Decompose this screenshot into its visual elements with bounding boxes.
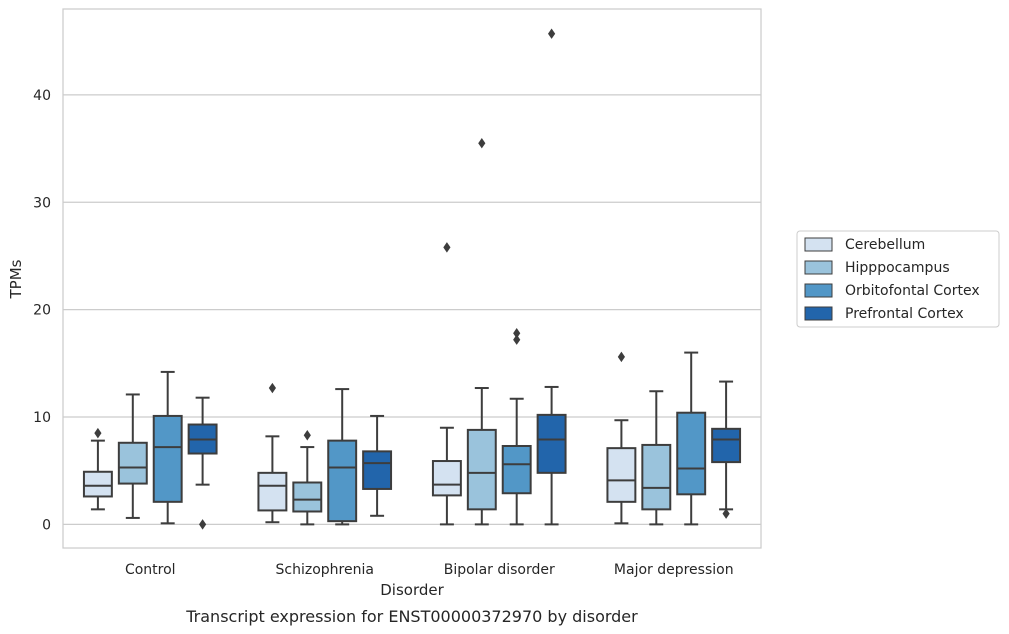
y-tick-label: 40 [33,88,51,104]
legend-frame [796,230,1000,328]
legend-swatch [804,306,833,321]
outlier-point [722,508,730,519]
y-axis-label: TPMs [7,259,25,299]
legend: Cerebellum Hipppocampus Orbitofontal Corte… [796,230,1000,328]
box-body [327,439,358,523]
box-orbitofontal-cortex-0 [152,370,183,525]
x-tick-labels: Control Schizophrenia Bipolar disorder Majo… [125,562,734,578]
y-tick-labels: 0 10 20 30 40 [33,88,51,533]
box-cerebellum-1 [257,382,288,524]
legend-label: Cerebellum [845,237,925,253]
box-prefrontal-cortex-2 [536,28,567,526]
box-orbitofontal-cortex-2 [501,328,532,526]
legend-swatch [804,237,833,252]
outlier-point [268,382,276,394]
x-axis-label: Disorder [380,581,444,599]
box-body [606,447,637,503]
box-prefrontal-cortex-1 [362,414,393,517]
outlier-point [199,519,207,530]
x-tick-label: Control [125,562,176,578]
y-tick-label: 0 [42,517,51,533]
box-cerebellum-2 [431,242,462,526]
box-cerebellum-0 [82,427,113,511]
box-hipppocampus-0 [117,393,148,519]
box-orbitofontal-cortex-1 [327,388,358,526]
box-body [152,414,183,503]
box-hipppocampus-3 [641,390,672,526]
outlier-point [513,328,521,339]
chart-caption: Transcript expression for ENST0000037297… [185,607,638,626]
box-body [82,470,113,498]
box-body [676,411,707,496]
box-prefrontal-cortex-3 [711,380,742,519]
legend-label: Orbitofontal Cortex [845,283,980,299]
box-body [362,450,393,490]
outlier-point [513,334,521,345]
outlier-point [443,242,451,253]
legend-label: Hipppocampus [845,260,950,276]
box-body [292,481,323,513]
outlier-point [303,430,311,441]
x-tick-label: Major depression [614,562,734,578]
y-tick-label: 10 [33,410,51,426]
outlier-point [548,28,556,39]
box-orbitofontal-cortex-3 [676,351,707,526]
legend-swatch [804,283,833,298]
plot-frame [62,8,762,549]
box-body [466,428,497,511]
y-tick-label: 30 [33,195,51,211]
box-hipppocampus-1 [292,430,323,526]
box-groups [82,28,742,530]
outlier-point [478,138,486,149]
box-hipppocampus-2 [466,138,497,526]
outlier-point [94,427,102,439]
box-body [536,413,567,474]
box-body [257,471,288,512]
box-body [711,427,742,464]
x-tick-label: Bipolar disorder [444,562,555,578]
legend-label: Prefrontal Cortex [845,306,964,322]
legend-swatch [804,260,833,275]
box-body [501,444,532,495]
box-body [431,460,462,497]
box-cerebellum-3 [606,351,637,525]
box-body [641,443,672,511]
y-tick-label: 20 [33,303,51,319]
x-tick-label: Schizophrenia [276,562,374,578]
box-prefrontal-cortex-0 [187,396,218,530]
box-body [117,441,148,485]
outlier-point [617,351,625,363]
